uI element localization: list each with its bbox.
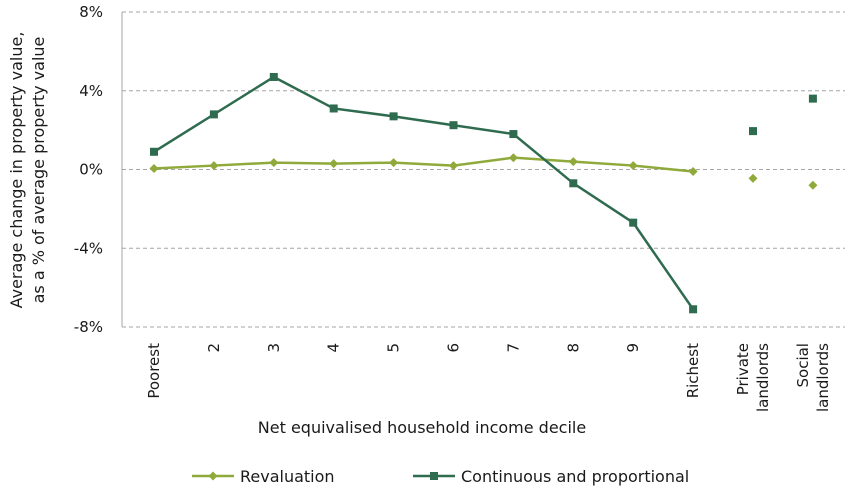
y-tick-label: 4% [79, 82, 103, 100]
y-tick-label: -8% [74, 318, 103, 336]
data-point [209, 161, 219, 171]
data-point [688, 166, 698, 176]
data-point [150, 147, 158, 156]
data-point [269, 72, 278, 81]
series-line [153, 75, 695, 310]
data-point [808, 94, 817, 103]
data-point [748, 173, 758, 183]
data-point [389, 158, 399, 168]
data-point [628, 161, 638, 171]
legend: Revaluation Continuous and proportional [192, 467, 689, 486]
x-axis-title: Net equivalised household income decile [258, 418, 586, 437]
data-point [509, 130, 518, 139]
x-tick-label: Social [794, 343, 812, 387]
x-tick-label: 4 [325, 343, 343, 353]
x-tick-label: 2 [205, 343, 223, 353]
y-axis-ticks: 8% 4% 0% -4% -8% [74, 3, 103, 336]
gridlines [121, 11, 845, 328]
data-point [568, 157, 578, 167]
legend-marker [430, 472, 438, 480]
series-revaluation [149, 153, 818, 190]
y-axis-title: Average change in property value, as a % … [7, 32, 48, 309]
x-tick-label: Private [734, 343, 752, 395]
x-tick-label: 6 [445, 343, 463, 353]
legend-item: Continuous and proportional [413, 467, 689, 486]
x-tick-label: 8 [564, 343, 582, 353]
x-tick-label: 9 [624, 343, 642, 353]
data-point [329, 104, 338, 113]
y-axis-title-line: Average change in property value, [7, 32, 26, 309]
data-point [749, 127, 757, 136]
data-point [389, 112, 398, 121]
data-point [449, 121, 458, 130]
data-point [689, 305, 698, 314]
data-point [569, 179, 578, 188]
y-axis-title-line: as a % of average property value [29, 37, 48, 304]
data-point [149, 164, 159, 174]
x-tick-label: 5 [385, 343, 403, 353]
data-point [269, 158, 279, 168]
series-continuous-proportional [150, 72, 817, 314]
legend-item: Revaluation [192, 467, 335, 486]
x-tick-label: landlords [814, 343, 832, 412]
series-line [153, 156, 694, 173]
x-tick-label: 7 [504, 343, 522, 353]
data-point [629, 218, 638, 227]
y-tick-label: 8% [79, 3, 103, 21]
data-point [449, 161, 458, 171]
data-point [808, 180, 818, 190]
y-tick-label: 0% [79, 161, 103, 179]
x-tick-label: landlords [754, 343, 772, 412]
legend-marker [208, 471, 218, 481]
x-tick-label: Poorest [145, 343, 163, 399]
y-tick-label: -4% [74, 239, 103, 257]
data-point [329, 159, 339, 169]
legend-label: Continuous and proportional [461, 467, 689, 486]
legend-label: Revaluation [240, 467, 335, 486]
data-point [209, 110, 218, 119]
plot-series [149, 72, 818, 314]
x-axis-ticks: Poorest 2 3 4 5 6 7 8 9 Richest Private landlords So… [145, 343, 832, 412]
data-point [508, 153, 518, 163]
x-tick-label: 3 [265, 343, 283, 353]
x-tick-label: Richest [684, 343, 702, 398]
